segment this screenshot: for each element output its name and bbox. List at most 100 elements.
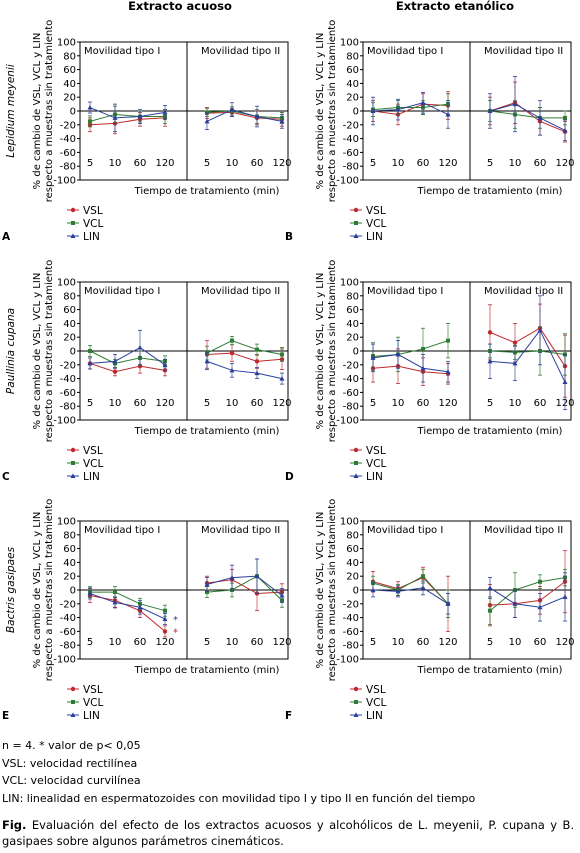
x-tick-label: 10 xyxy=(226,158,239,169)
x-tick-label: 5 xyxy=(487,398,493,409)
series-line-lin xyxy=(206,360,283,380)
y-tick-label: 100 xyxy=(340,278,359,289)
data-point-vcl xyxy=(88,349,92,353)
y-tick-label: 80 xyxy=(346,51,359,62)
y-tick-label: 40 xyxy=(346,319,359,330)
x-tick-label: 60 xyxy=(534,398,547,409)
note-n: n = 4. * valor de p< 0,05 xyxy=(2,739,141,752)
x-tick-label: 120 xyxy=(155,398,174,409)
data-point-vcl xyxy=(205,590,209,595)
y-axis-title: % de cambio de VSL, VCL y LIN xyxy=(315,33,326,190)
group-label: Movilidad tipo II xyxy=(201,46,280,57)
series-line-vcl xyxy=(206,110,283,119)
group-label: Movilidad tipo I xyxy=(367,46,443,57)
data-point-lin xyxy=(562,127,568,133)
x-tick-label: 120 xyxy=(155,637,174,648)
y-tick-label: -40 xyxy=(343,613,359,624)
group-label: Movilidad tipo II xyxy=(484,525,563,536)
x-tick-label: 10 xyxy=(392,158,405,169)
data-point-lin xyxy=(87,590,93,596)
series-line-lin xyxy=(89,346,166,366)
data-point-lin xyxy=(137,604,143,610)
y-tick-label: -80 xyxy=(60,402,76,413)
x-axis-title: Tiempo de tratamiento (min) xyxy=(134,186,280,197)
y-axis-title: % de cambio de VSL, VCL y LIN xyxy=(32,512,43,669)
data-point-vcl xyxy=(563,115,567,120)
y-tick-label: -20 xyxy=(343,599,359,610)
group-label: Movilidad tipo II xyxy=(201,286,280,297)
x-tick-label: 60 xyxy=(534,158,547,169)
legend-marker-vsl xyxy=(70,207,76,213)
legend-marker-lin xyxy=(353,712,359,717)
x-tick-label: 60 xyxy=(417,158,430,169)
series-line-vcl xyxy=(372,575,449,605)
data-point-lin xyxy=(112,115,118,120)
series-line-lin xyxy=(489,103,566,131)
data-point-lin xyxy=(87,104,93,110)
group-label: Movilidad tipo I xyxy=(84,525,160,536)
data-point-lin xyxy=(537,327,543,333)
y-tick-label: -100 xyxy=(53,176,76,187)
x-axis-title: Tiempo de tratamiento (min) xyxy=(417,426,563,437)
column-title-ethanolic: Extracto etanólico xyxy=(396,0,514,13)
y-tick-label: 0 xyxy=(353,586,359,597)
x-axis-title: Tiempo de tratamiento (min) xyxy=(417,665,563,676)
series-line-vsl xyxy=(372,365,449,375)
y-tick-label: 0 xyxy=(70,107,76,118)
x-tick-label: 60 xyxy=(134,398,147,409)
data-point-vsl xyxy=(487,330,493,335)
legend-marker-lin xyxy=(70,233,76,238)
data-point-lin xyxy=(162,362,168,367)
x-tick-label: 5 xyxy=(204,158,210,169)
data-point-lin xyxy=(137,344,143,350)
y-tick-label: -40 xyxy=(60,613,76,624)
data-point-lin xyxy=(204,118,210,124)
panel-letter: C xyxy=(2,471,10,483)
series-line-vcl xyxy=(372,340,449,358)
data-point-vcl xyxy=(280,352,284,357)
data-point-vsl xyxy=(254,359,260,364)
row-label-2: Paullinia cupana xyxy=(5,308,17,394)
series-line-vsl xyxy=(206,352,283,362)
x-tick-label: 120 xyxy=(438,158,457,169)
y-tick-label: 80 xyxy=(63,530,76,541)
legend-marker-lin xyxy=(353,473,359,478)
x-tick-label: 120 xyxy=(155,158,174,169)
y-tick-label: -20 xyxy=(60,360,76,371)
series-line-vcl xyxy=(489,350,566,355)
series-line-lin xyxy=(89,592,166,620)
y-tick-label: -60 xyxy=(60,388,76,399)
panel-A: 100 80 60 40 20 0 -20 -40 -60 -80 -100 % de cambio … xyxy=(2,20,292,243)
group-label: Movilidad tipo II xyxy=(484,46,563,57)
data-point-lin xyxy=(204,358,210,364)
x-tick-label: 120 xyxy=(272,158,291,169)
x-tick-label: 120 xyxy=(272,398,291,409)
x-tick-label: 5 xyxy=(87,398,93,409)
group-label: Movilidad tipo I xyxy=(367,525,443,536)
x-tick-label: 10 xyxy=(509,637,522,648)
data-point-lin xyxy=(254,573,260,579)
note-vsl: VSL: velocidad rectilínea xyxy=(2,756,138,770)
series-line-vsl xyxy=(489,581,566,606)
significance-star: * xyxy=(173,627,178,638)
x-tick-label: 5 xyxy=(204,637,210,648)
data-point-lin xyxy=(370,355,376,360)
data-point-lin xyxy=(395,351,401,357)
x-tick-label: 5 xyxy=(87,158,93,169)
y-tick-label: 0 xyxy=(70,586,76,597)
column-title-aqueous: Extracto acuoso xyxy=(128,0,232,13)
y-axis-title: respecto a muestras sin tratamiento xyxy=(327,499,338,682)
legend-marker-vcl xyxy=(71,221,75,225)
y-tick-label: -40 xyxy=(60,374,76,385)
x-tick-label: 5 xyxy=(204,398,210,409)
panel-F: 100 80 60 40 20 0 -20 -40 -60 -80 -100 % de cambio … xyxy=(285,499,575,722)
caption-label: Fig. xyxy=(2,818,27,832)
data-point-lin xyxy=(420,100,426,105)
data-point-lin xyxy=(87,360,93,366)
data-point-lin xyxy=(537,604,543,610)
y-tick-label: -80 xyxy=(343,402,359,413)
data-point-lin xyxy=(229,107,235,112)
legend-marker-vcl xyxy=(71,461,75,465)
y-tick-label: -100 xyxy=(336,655,359,666)
group-label: Movilidad tipo I xyxy=(84,286,160,297)
